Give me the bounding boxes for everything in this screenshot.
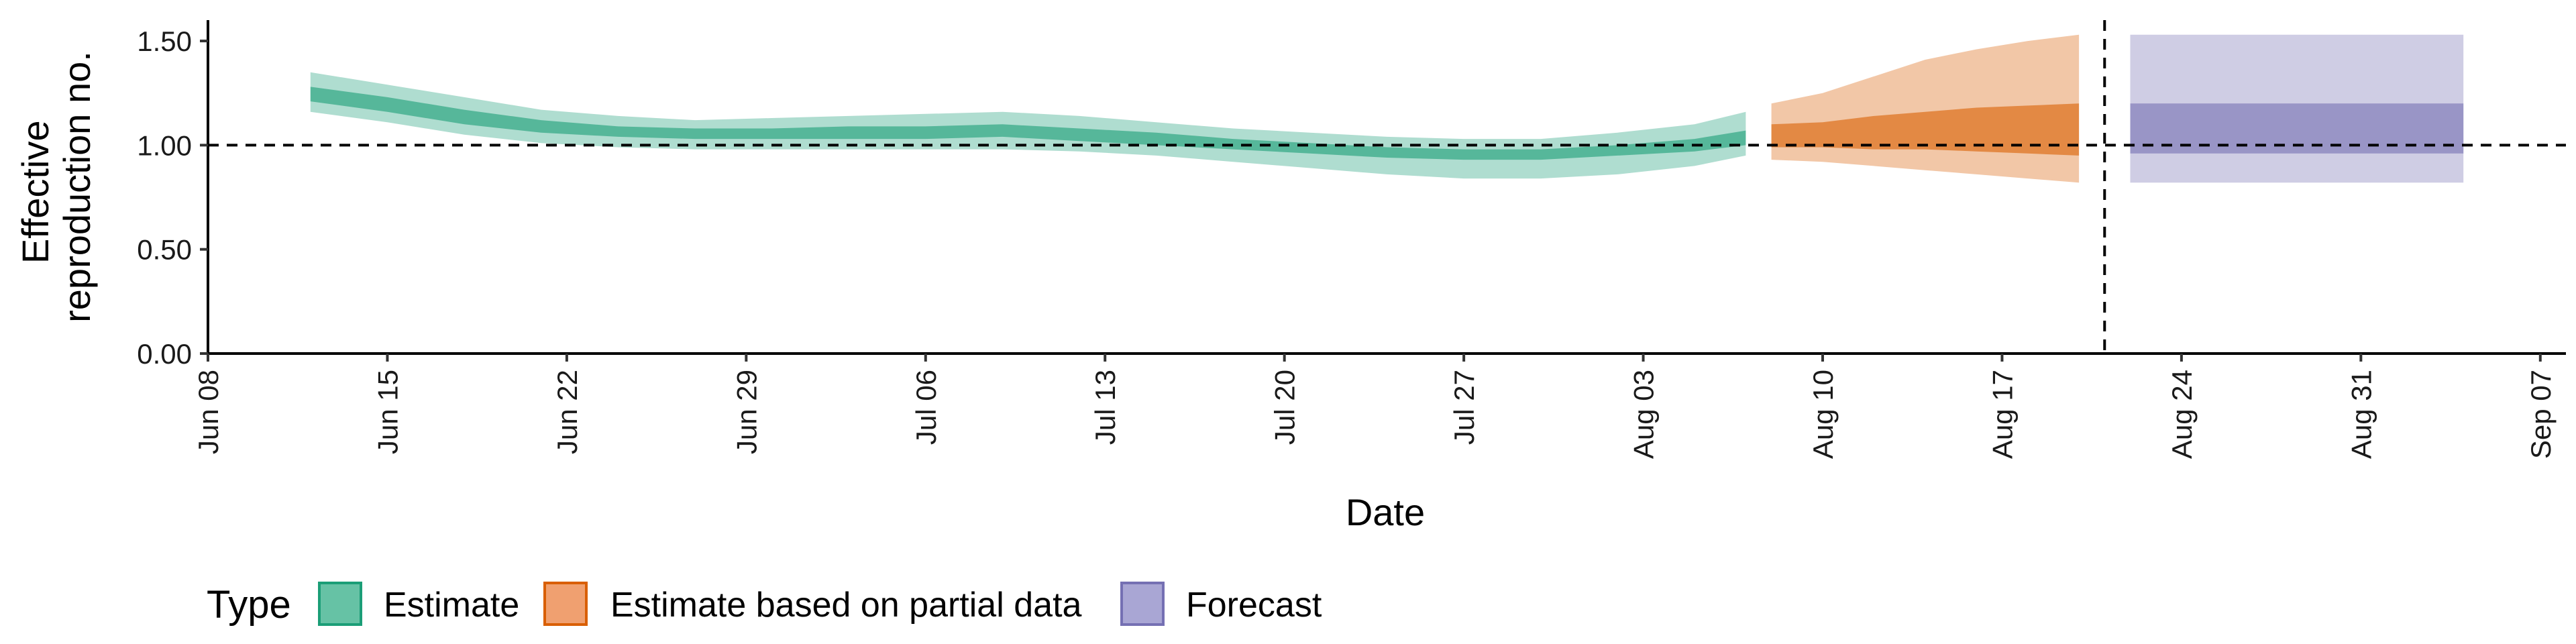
x-axis-ticks: Jun 08 Jun 15 Jun 22 Jun 29 Jul 06 Jul 13 Jul … (193, 354, 2557, 459)
legend-label-forecast: Forecast (1186, 586, 1322, 625)
x-tick-label: Aug 17 (1987, 370, 2019, 459)
x-tick-label: Aug 03 (1628, 370, 1660, 459)
estimate-band-50 (310, 87, 1746, 160)
x-tick-label: Jun 22 (551, 370, 583, 454)
legend-swatch-partial-data (543, 582, 588, 626)
legend-item-forecast: Forecast (1120, 582, 1322, 626)
x-axis-title: Date (1346, 491, 1425, 533)
legend: Type Estimate Estimate based on partial … (207, 582, 1322, 627)
series-forecast (2130, 34, 2464, 183)
series-estimate (310, 72, 1746, 179)
x-tick-label: Jun 08 (193, 370, 224, 454)
legend-label-estimate: Estimate (384, 586, 519, 625)
x-tick-label: Jun 29 (731, 370, 762, 454)
x-tick-label: Jun 15 (372, 370, 403, 454)
y-axis-ticks: 0.00 0.50 1.00 1.50 (137, 25, 208, 370)
x-tick-label: Aug 10 (1807, 370, 1839, 459)
x-tick-label: Jul 13 (1089, 370, 1121, 445)
y-tick-label: 0.00 (137, 338, 192, 370)
legend-item-partial-data: Estimate based on partial data (543, 582, 1082, 626)
y-tick-label: 1.00 (137, 129, 192, 161)
x-tick-label: Jul 06 (910, 370, 942, 445)
y-axis-title-line-1: Effective (14, 120, 56, 264)
x-tick-label: Aug 31 (2345, 370, 2377, 459)
y-tick-label: 1.50 (137, 25, 192, 57)
legend-swatch-forecast (1120, 582, 1165, 626)
x-tick-label: Sep 07 (2525, 370, 2557, 459)
x-tick-label: Jul 27 (1448, 370, 1480, 445)
y-axis-title: Effective reproduction no. (14, 51, 98, 323)
series-estimate-based-on-partial-data (1771, 34, 2080, 183)
y-tick-label: 0.50 (137, 234, 192, 266)
x-tick-label: Jul 20 (1269, 370, 1301, 445)
legend-swatch-estimate (318, 582, 362, 626)
estimate-based-on-partial-data-band-50 (1771, 103, 2080, 156)
legend-title: Type (207, 583, 291, 627)
x-tick-label: Aug 24 (2166, 370, 2198, 459)
legend-item-estimate: Estimate (318, 582, 519, 626)
ribbon-layer (310, 34, 2464, 183)
legend-label-partial-data: Estimate based on partial data (610, 586, 1082, 625)
axes (207, 20, 2566, 355)
y-axis-title-line-2: reproduction no. (56, 51, 98, 323)
forecast-band-50 (2130, 103, 2464, 154)
